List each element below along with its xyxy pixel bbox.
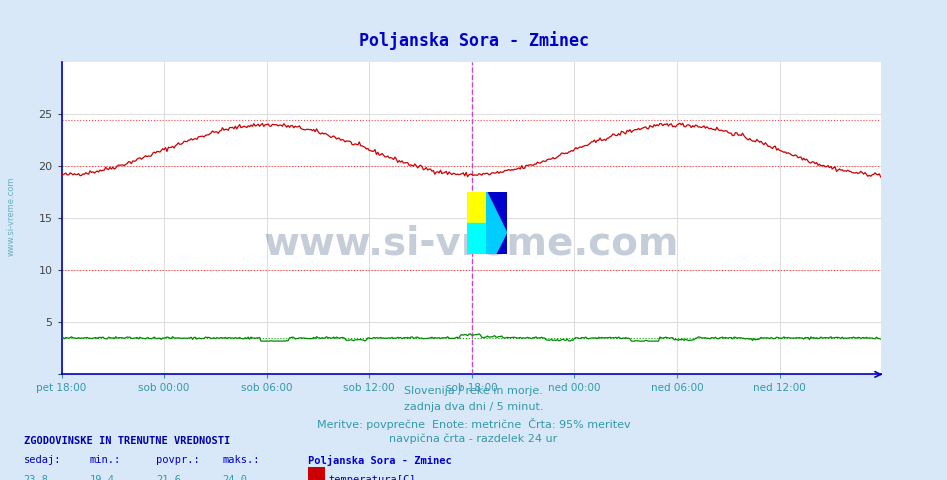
Text: navpična črta - razdelek 24 ur: navpična črta - razdelek 24 ur	[389, 434, 558, 444]
Text: temperatura[C]: temperatura[C]	[329, 475, 416, 480]
Text: maks.:: maks.:	[223, 455, 260, 465]
Text: min.:: min.:	[90, 455, 121, 465]
Text: zadnja dva dni / 5 minut.: zadnja dva dni / 5 minut.	[403, 402, 544, 412]
Text: Slovenija / reke in morje.: Slovenija / reke in morje.	[404, 386, 543, 396]
Text: 19.4: 19.4	[90, 475, 115, 480]
Polygon shape	[487, 192, 507, 254]
Text: ZGODOVINSKE IN TRENUTNE VREDNOSTI: ZGODOVINSKE IN TRENUTNE VREDNOSTI	[24, 436, 230, 446]
Text: 23.8: 23.8	[24, 475, 48, 480]
Text: Poljanska Sora - Zminec: Poljanska Sora - Zminec	[359, 31, 588, 50]
Text: www.si-vreme.com: www.si-vreme.com	[263, 224, 679, 263]
Text: sedaj:: sedaj:	[24, 455, 62, 465]
Text: 21.6: 21.6	[156, 475, 181, 480]
Text: Meritve: povprečne  Enote: metrične  Črta: 95% meritev: Meritve: povprečne Enote: metrične Črta:…	[316, 418, 631, 430]
Bar	[467, 223, 487, 254]
Text: Poljanska Sora - Zminec: Poljanska Sora - Zminec	[308, 455, 452, 466]
Text: povpr.:: povpr.:	[156, 455, 200, 465]
Bar	[467, 192, 487, 223]
Polygon shape	[487, 192, 507, 254]
Text: www.si-vreme.com: www.si-vreme.com	[7, 176, 16, 256]
Text: 24.0: 24.0	[223, 475, 247, 480]
